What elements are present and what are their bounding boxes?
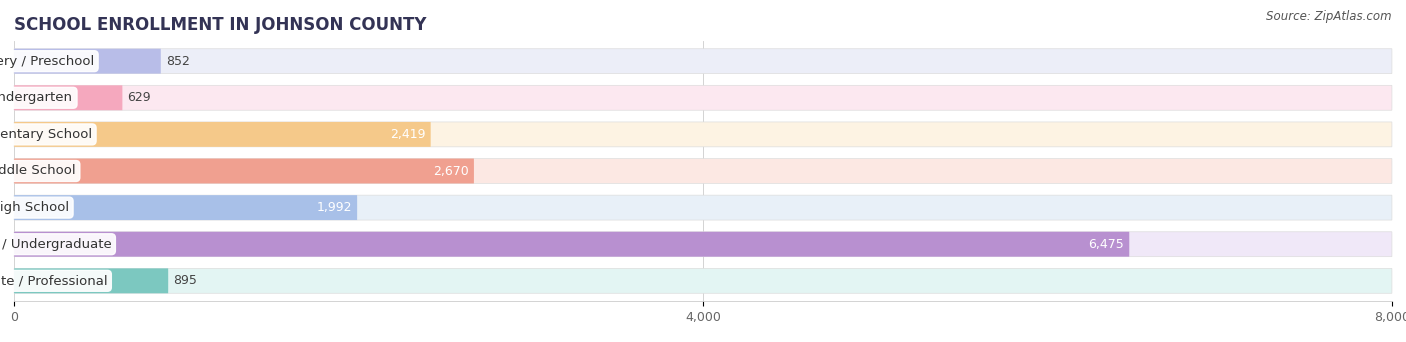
FancyBboxPatch shape [14,195,357,220]
Text: 1,992: 1,992 [316,201,352,214]
FancyBboxPatch shape [14,268,169,293]
Text: College / Undergraduate: College / Undergraduate [0,238,111,251]
Text: 2,670: 2,670 [433,165,468,177]
FancyBboxPatch shape [14,195,1392,220]
FancyBboxPatch shape [14,86,122,110]
FancyBboxPatch shape [14,268,1392,293]
Text: 6,475: 6,475 [1088,238,1125,251]
FancyBboxPatch shape [14,122,430,147]
FancyBboxPatch shape [14,232,1392,256]
FancyBboxPatch shape [14,159,474,183]
Text: High School: High School [0,201,69,214]
Text: Graduate / Professional: Graduate / Professional [0,274,107,287]
FancyBboxPatch shape [14,232,1129,256]
FancyBboxPatch shape [14,159,1392,183]
Text: Middle School: Middle School [0,165,76,177]
Text: Source: ZipAtlas.com: Source: ZipAtlas.com [1267,10,1392,23]
Text: Nursery / Preschool: Nursery / Preschool [0,55,94,68]
FancyBboxPatch shape [14,49,160,74]
FancyBboxPatch shape [14,122,1392,147]
FancyBboxPatch shape [14,86,1392,110]
Text: Kindergarten: Kindergarten [0,91,73,104]
Text: Elementary School: Elementary School [0,128,93,141]
Text: 852: 852 [166,55,190,68]
Text: SCHOOL ENROLLMENT IN JOHNSON COUNTY: SCHOOL ENROLLMENT IN JOHNSON COUNTY [14,16,426,34]
FancyBboxPatch shape [14,49,1392,74]
Text: 2,419: 2,419 [389,128,426,141]
Text: 895: 895 [173,274,197,287]
Text: 629: 629 [128,91,152,104]
